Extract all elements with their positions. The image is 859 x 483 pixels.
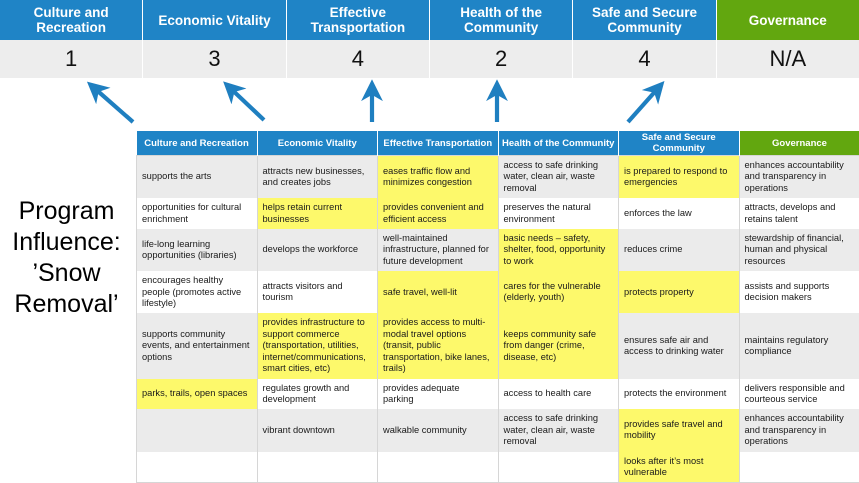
scorecard-header-culture-and-recreation: Culture and Recreation	[0, 0, 143, 40]
matrix-cell: develops the workforce	[257, 229, 378, 271]
matrix-row: looks after it’s most vulnerable	[137, 452, 859, 483]
scorecard-header-governance: Governance	[717, 0, 859, 40]
matrix-cell: provides adequate parking	[378, 379, 499, 410]
scorecard-header-effective-transportation: Effective Transportation	[287, 0, 430, 40]
matrix-cell-highlighted: is prepared to respond to emergencies	[619, 156, 740, 199]
scorecard-header-health-of-the-community: Health of the Community	[430, 0, 573, 40]
matrix-cell-highlighted: provides convenient and efficient access	[378, 198, 499, 229]
matrix-row: supports community events, and entertain…	[137, 313, 859, 378]
matrix-cell: attracts new businesses, and creates job…	[257, 156, 378, 199]
matrix-cell: encourages healthy people (promotes acti…	[137, 271, 258, 313]
matrix-cell: preserves the natural environment	[498, 198, 619, 229]
matrix-header-culture-and-recreation: Culture and Recreation	[137, 131, 258, 156]
matrix-cell-highlighted: provides safe travel and mobility	[619, 409, 740, 451]
matrix-cell: attracts visitors and tourism	[257, 271, 378, 313]
matrix-cell: access to safe drinking water, clean air…	[498, 409, 619, 451]
matrix-cell-highlighted: provides infrastructure to support comme…	[257, 313, 378, 378]
matrix-cell-highlighted: provides access to multi-modal travel op…	[378, 313, 499, 378]
arrow-economic-vitality	[228, 86, 264, 120]
matrix-cell: supports the arts	[137, 156, 258, 199]
matrix-cell: life-long learning opportunities (librar…	[137, 229, 258, 271]
matrix-cell: regulates growth and development	[257, 379, 378, 410]
matrix-row: life-long learning opportunities (librar…	[137, 229, 859, 271]
matrix-cell-highlighted: eases traffic flow and minimizes congest…	[378, 156, 499, 199]
scorecard-value-culture-and-recreation: 1	[0, 40, 143, 78]
scorecard-value-economic-vitality: 3	[143, 40, 286, 78]
scorecard-value-health-of-the-community: 2	[430, 40, 573, 78]
matrix-cell-highlighted: cares for the vulnerable (elderly, youth…	[498, 271, 619, 313]
matrix-cell: enhances accountability and transparency…	[739, 156, 859, 199]
matrix-cell-highlighted: keeps community safe from danger (crime,…	[498, 313, 619, 378]
matrix-cell-highlighted: protects property	[619, 271, 740, 313]
matrix-cell: reduces crime	[619, 229, 740, 271]
matrix-cell: delivers responsible and courteous servi…	[739, 379, 859, 410]
matrix-cell	[739, 452, 859, 483]
matrix-cell	[378, 452, 499, 483]
matrix-cell: assists and supports decision makers	[739, 271, 859, 313]
scorecard-value-governance: N/A	[717, 40, 859, 78]
arrow-group	[0, 72, 859, 140]
matrix-header-effective-transportation: Effective Transportation	[378, 131, 499, 156]
matrix-cell: attracts, develops and retains talent	[739, 198, 859, 229]
scorecard-value-safe-and-secure-community: 4	[573, 40, 716, 78]
caption-line-1: Program	[0, 196, 133, 227]
matrix-cell	[137, 409, 258, 451]
matrix-cell	[257, 452, 378, 483]
arrow-safe-and-secure-community	[628, 86, 660, 122]
matrix-cell: supports community events, and entertain…	[137, 313, 258, 378]
caption-line-3: ’Snow	[0, 258, 133, 289]
matrix-cell	[498, 452, 619, 483]
matrix-header-economic-vitality: Economic Vitality	[257, 131, 378, 156]
matrix-cell: enforces the law	[619, 198, 740, 229]
arrow-culture-and-recreation	[92, 86, 133, 122]
matrix-header-governance: Governance	[739, 131, 859, 156]
matrix-cell-highlighted: helps retain current businesses	[257, 198, 378, 229]
caption-line-4: Removal’	[0, 289, 133, 320]
matrix-header-safe-and-secure-community: Safe and Secure Community	[619, 131, 740, 156]
matrix-cell: maintains regulatory compliance	[739, 313, 859, 378]
matrix-cell-highlighted: parks, trails, open spaces	[137, 379, 258, 410]
matrix-cell: stewardship of financial, human and phys…	[739, 229, 859, 271]
caption-line-2: Influence:	[0, 227, 133, 258]
scorecard-header-safe-and-secure-community: Safe and Secure Community	[573, 0, 716, 40]
matrix-cell: vibrant downtown	[257, 409, 378, 451]
matrix-cell-highlighted: looks after it’s most vulnerable	[619, 452, 740, 483]
matrix-cell-highlighted: safe travel, well-lit	[378, 271, 499, 313]
scorecard-value-effective-transportation: 4	[287, 40, 430, 78]
matrix-cell: access to health care	[498, 379, 619, 410]
matrix-cell: opportunities for cultural enrichment	[137, 198, 258, 229]
matrix-row: encourages healthy people (promotes acti…	[137, 271, 859, 313]
program-influence-caption: Program Influence: ’Snow Removal’	[0, 196, 133, 320]
matrix-cell-highlighted: basic needs – safety, shelter, food, opp…	[498, 229, 619, 271]
matrix-cell: enhances accountability and transparency…	[739, 409, 859, 451]
matrix-cell	[137, 452, 258, 483]
matrix-header-health-of-the-community: Health of the Community	[498, 131, 619, 156]
matrix-cell: protects the environment	[619, 379, 740, 410]
matrix-cell: well-maintained infrastructure, planned …	[378, 229, 499, 271]
scorecard-header-economic-vitality: Economic Vitality	[143, 0, 286, 40]
matrix-cell: ensures safe air and access to drinking …	[619, 313, 740, 378]
matrix-cell: walkable community	[378, 409, 499, 451]
matrix-cell: access to safe drinking water, clean air…	[498, 156, 619, 199]
